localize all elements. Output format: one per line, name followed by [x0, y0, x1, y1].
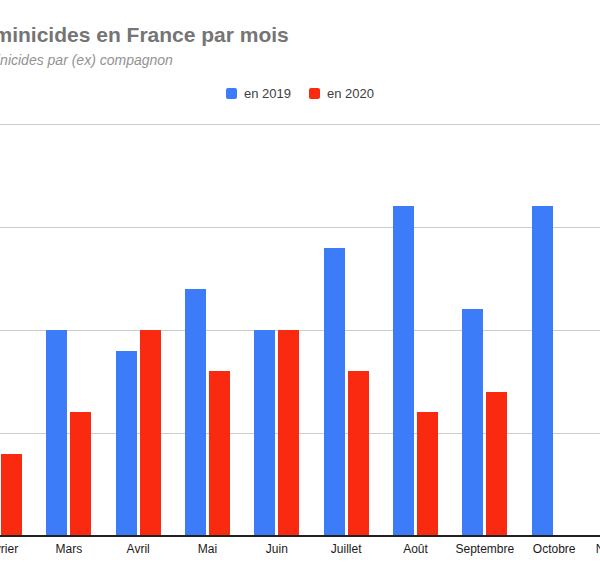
- x-axis-line: [0, 535, 600, 537]
- x-axis-label-Août: Août: [403, 542, 428, 556]
- bar-en-2020-Juillet[interactable]: [348, 371, 369, 536]
- x-axis-label-Mars: Mars: [55, 542, 82, 556]
- bar-en-2019-Mars[interactable]: [46, 330, 67, 536]
- gridline-10: [0, 330, 600, 331]
- chart-container[interactable]: Féminicides en France par mois Féminicid…: [0, 0, 600, 581]
- x-axis-label-Mai: Mai: [198, 542, 217, 556]
- bar-en-2019-Septembre[interactable]: [462, 309, 483, 536]
- x-axis-label-Septembre: Septembre: [455, 542, 514, 556]
- bar-en-2019-Juin[interactable]: [254, 330, 275, 536]
- bar-en-2020-Mai[interactable]: [209, 371, 230, 536]
- x-axis-label-Avril: Avril: [127, 542, 150, 556]
- bar-en-2020-Août[interactable]: [417, 412, 438, 536]
- x-axis-label-Octobre: Octobre: [533, 542, 576, 556]
- bar-en-2019-Avril[interactable]: [116, 351, 137, 536]
- x-axis-label-Novembre: Novembre: [596, 542, 600, 556]
- x-axis-label-Février: Février: [0, 542, 18, 556]
- bar-en-2019-Juillet[interactable]: [324, 248, 345, 536]
- bar-en-2019-Août[interactable]: [393, 206, 414, 536]
- plot-area: Février Mars Avril Mai Juin Juillet Août Septem…: [0, 0, 600, 581]
- bar-en-2019-Mai[interactable]: [185, 289, 206, 536]
- bar-en-2019-Octobre[interactable]: [532, 206, 553, 536]
- bar-en-2020-Mars[interactable]: [70, 412, 91, 536]
- x-axis-label-Juin: Juin: [266, 542, 288, 556]
- bar-en-2020-Juin[interactable]: [278, 330, 299, 536]
- bar-en-2020-Février[interactable]: [1, 454, 22, 536]
- x-axis-label-Juillet: Juillet: [331, 542, 362, 556]
- gridline-20: [0, 124, 600, 125]
- bar-en-2020-Septembre[interactable]: [486, 392, 507, 536]
- gridline-15: [0, 227, 600, 228]
- bar-en-2020-Avril[interactable]: [140, 330, 161, 536]
